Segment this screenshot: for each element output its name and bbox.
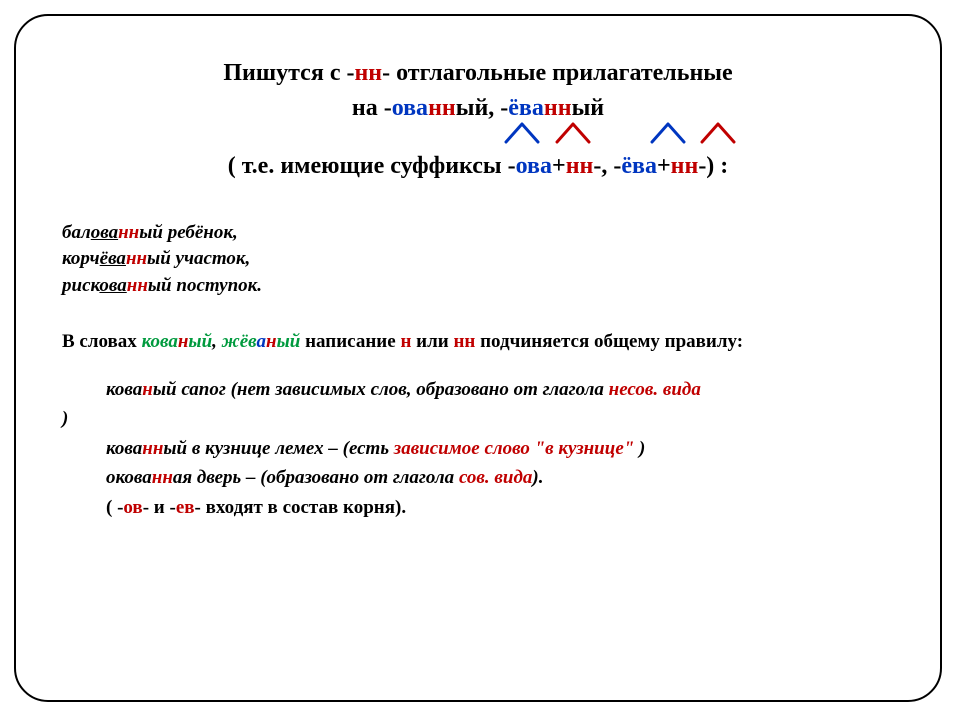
t2-ova: ова [392, 95, 428, 121]
t2-pre: на - [352, 95, 392, 121]
p5-c: - входят в состав корня). [195, 497, 407, 518]
sub-plus1: + [552, 153, 566, 179]
content-frame: Пишутся с -нн- отглагольные прилагательн… [14, 14, 942, 702]
p1-kov-end: ый [188, 331, 212, 352]
example-kovanyy: кованый сапог (нет зависимых слов, образ… [62, 375, 894, 434]
p5-a: ( - [106, 497, 123, 518]
e1-nn: нн [118, 222, 139, 243]
examples-block: балованный ребёнок, корчёванный участок,… [62, 220, 894, 300]
example-1: балованный ребёнок, [62, 220, 894, 247]
p2-d: ) [62, 408, 68, 429]
t2-mid: ый, - [456, 95, 509, 121]
p1-c: подчиняется общему правилу: [475, 331, 743, 352]
p2-b: ый сапог (нет зависимых слов, образовано… [153, 379, 609, 400]
t2-nn2: нн [544, 95, 572, 121]
p3-d: ) [634, 438, 645, 459]
p4-a: окова [106, 467, 152, 488]
sub-pre: ( т.е. имеющие суффиксы - [228, 153, 516, 179]
p1-b: написание [300, 331, 400, 352]
p1-nn: нн [453, 331, 475, 352]
p4-nn: нн [152, 467, 173, 488]
p3-b: ый в кузнице лемех – (есть [163, 438, 393, 459]
e3-post: ый поступок. [148, 275, 262, 296]
sub-ova: ова [516, 153, 552, 179]
p4-c: сов. вида [459, 467, 532, 488]
sub-plus2: + [657, 153, 671, 179]
title-line-2: на -ованный, -ёванный [62, 91, 894, 126]
body-block: В словах кованый, жёваный написание н ил… [62, 327, 894, 522]
p3-nn: нн [142, 438, 163, 459]
example-okovannaya: окованная дверь – (образовано от глагола… [62, 463, 894, 492]
p1-sep: , [212, 331, 222, 352]
t1-nn: нн [354, 60, 382, 86]
e2-suf: ёва [100, 248, 126, 269]
e1-suf: ова [91, 222, 118, 243]
subtitle-block: ( т.е. имеющие суффиксы -ова+нн-, -ёва+н… [62, 148, 894, 184]
p1-or: или [411, 331, 453, 352]
e1-pre: бал [62, 222, 91, 243]
p3-a: кова [106, 438, 142, 459]
p1-zh-end: ый [277, 331, 301, 352]
example-3: рискованный поступок. [62, 273, 894, 300]
p1-a: В словах [62, 331, 142, 352]
title-line-1: Пишутся с -нн- отглагольные прилагательн… [62, 56, 894, 91]
p1-zh-a: а [257, 331, 267, 352]
example-2: корчёванный участок, [62, 246, 894, 273]
root-note: ( -ов- и -ев- входят в состав корня). [62, 493, 894, 522]
spacer [62, 365, 894, 375]
p2-c: несов. вида [609, 379, 701, 400]
p1-zh-zh: жёв [222, 331, 257, 352]
p4-d: ). [532, 467, 543, 488]
p3-c: зависимое слово "в кузнице" [394, 438, 635, 459]
p1-kov-k: кова [142, 331, 178, 352]
p1-n: н [400, 331, 411, 352]
p1-kov-n: н [178, 331, 189, 352]
sub-eva: ёва [621, 153, 657, 179]
p5-b: - и - [143, 497, 176, 518]
title-block: Пишутся с -нн- отглагольные прилагательн… [62, 56, 894, 126]
t2-end: ый [572, 95, 605, 121]
t1-pre: Пишутся с - [223, 60, 354, 86]
sub-nn2: нн [671, 153, 699, 179]
p4-b: ая дверь – (образовано от глагола [173, 467, 459, 488]
e3-suf: ова [99, 275, 126, 296]
p2-a: кова [106, 379, 142, 400]
sub-mid: -, - [593, 153, 621, 179]
t2-nn1: нн [428, 95, 456, 121]
sub-nn1: нн [566, 153, 594, 179]
p1-zh-n: н [266, 331, 277, 352]
rule-intro: В словах кованый, жёваный написание н ил… [62, 327, 894, 356]
sub-end: -) : [698, 153, 728, 179]
t1-post: - отглагольные прилагательные [382, 60, 733, 86]
e1-post: ый ребёнок, [139, 222, 238, 243]
t2-eva: ёва [508, 95, 544, 121]
e2-pre: корч [62, 248, 100, 269]
p2-n: н [142, 379, 153, 400]
p5-ev: ев [176, 497, 195, 518]
e2-post: ый участок, [147, 248, 250, 269]
e3-pre: риск [62, 275, 99, 296]
p5-ov: ов [123, 497, 142, 518]
e2-nn: нн [126, 248, 147, 269]
example-kovannyy: кованный в кузнице лемех – (есть зависим… [62, 434, 894, 463]
e3-nn: нн [127, 275, 148, 296]
